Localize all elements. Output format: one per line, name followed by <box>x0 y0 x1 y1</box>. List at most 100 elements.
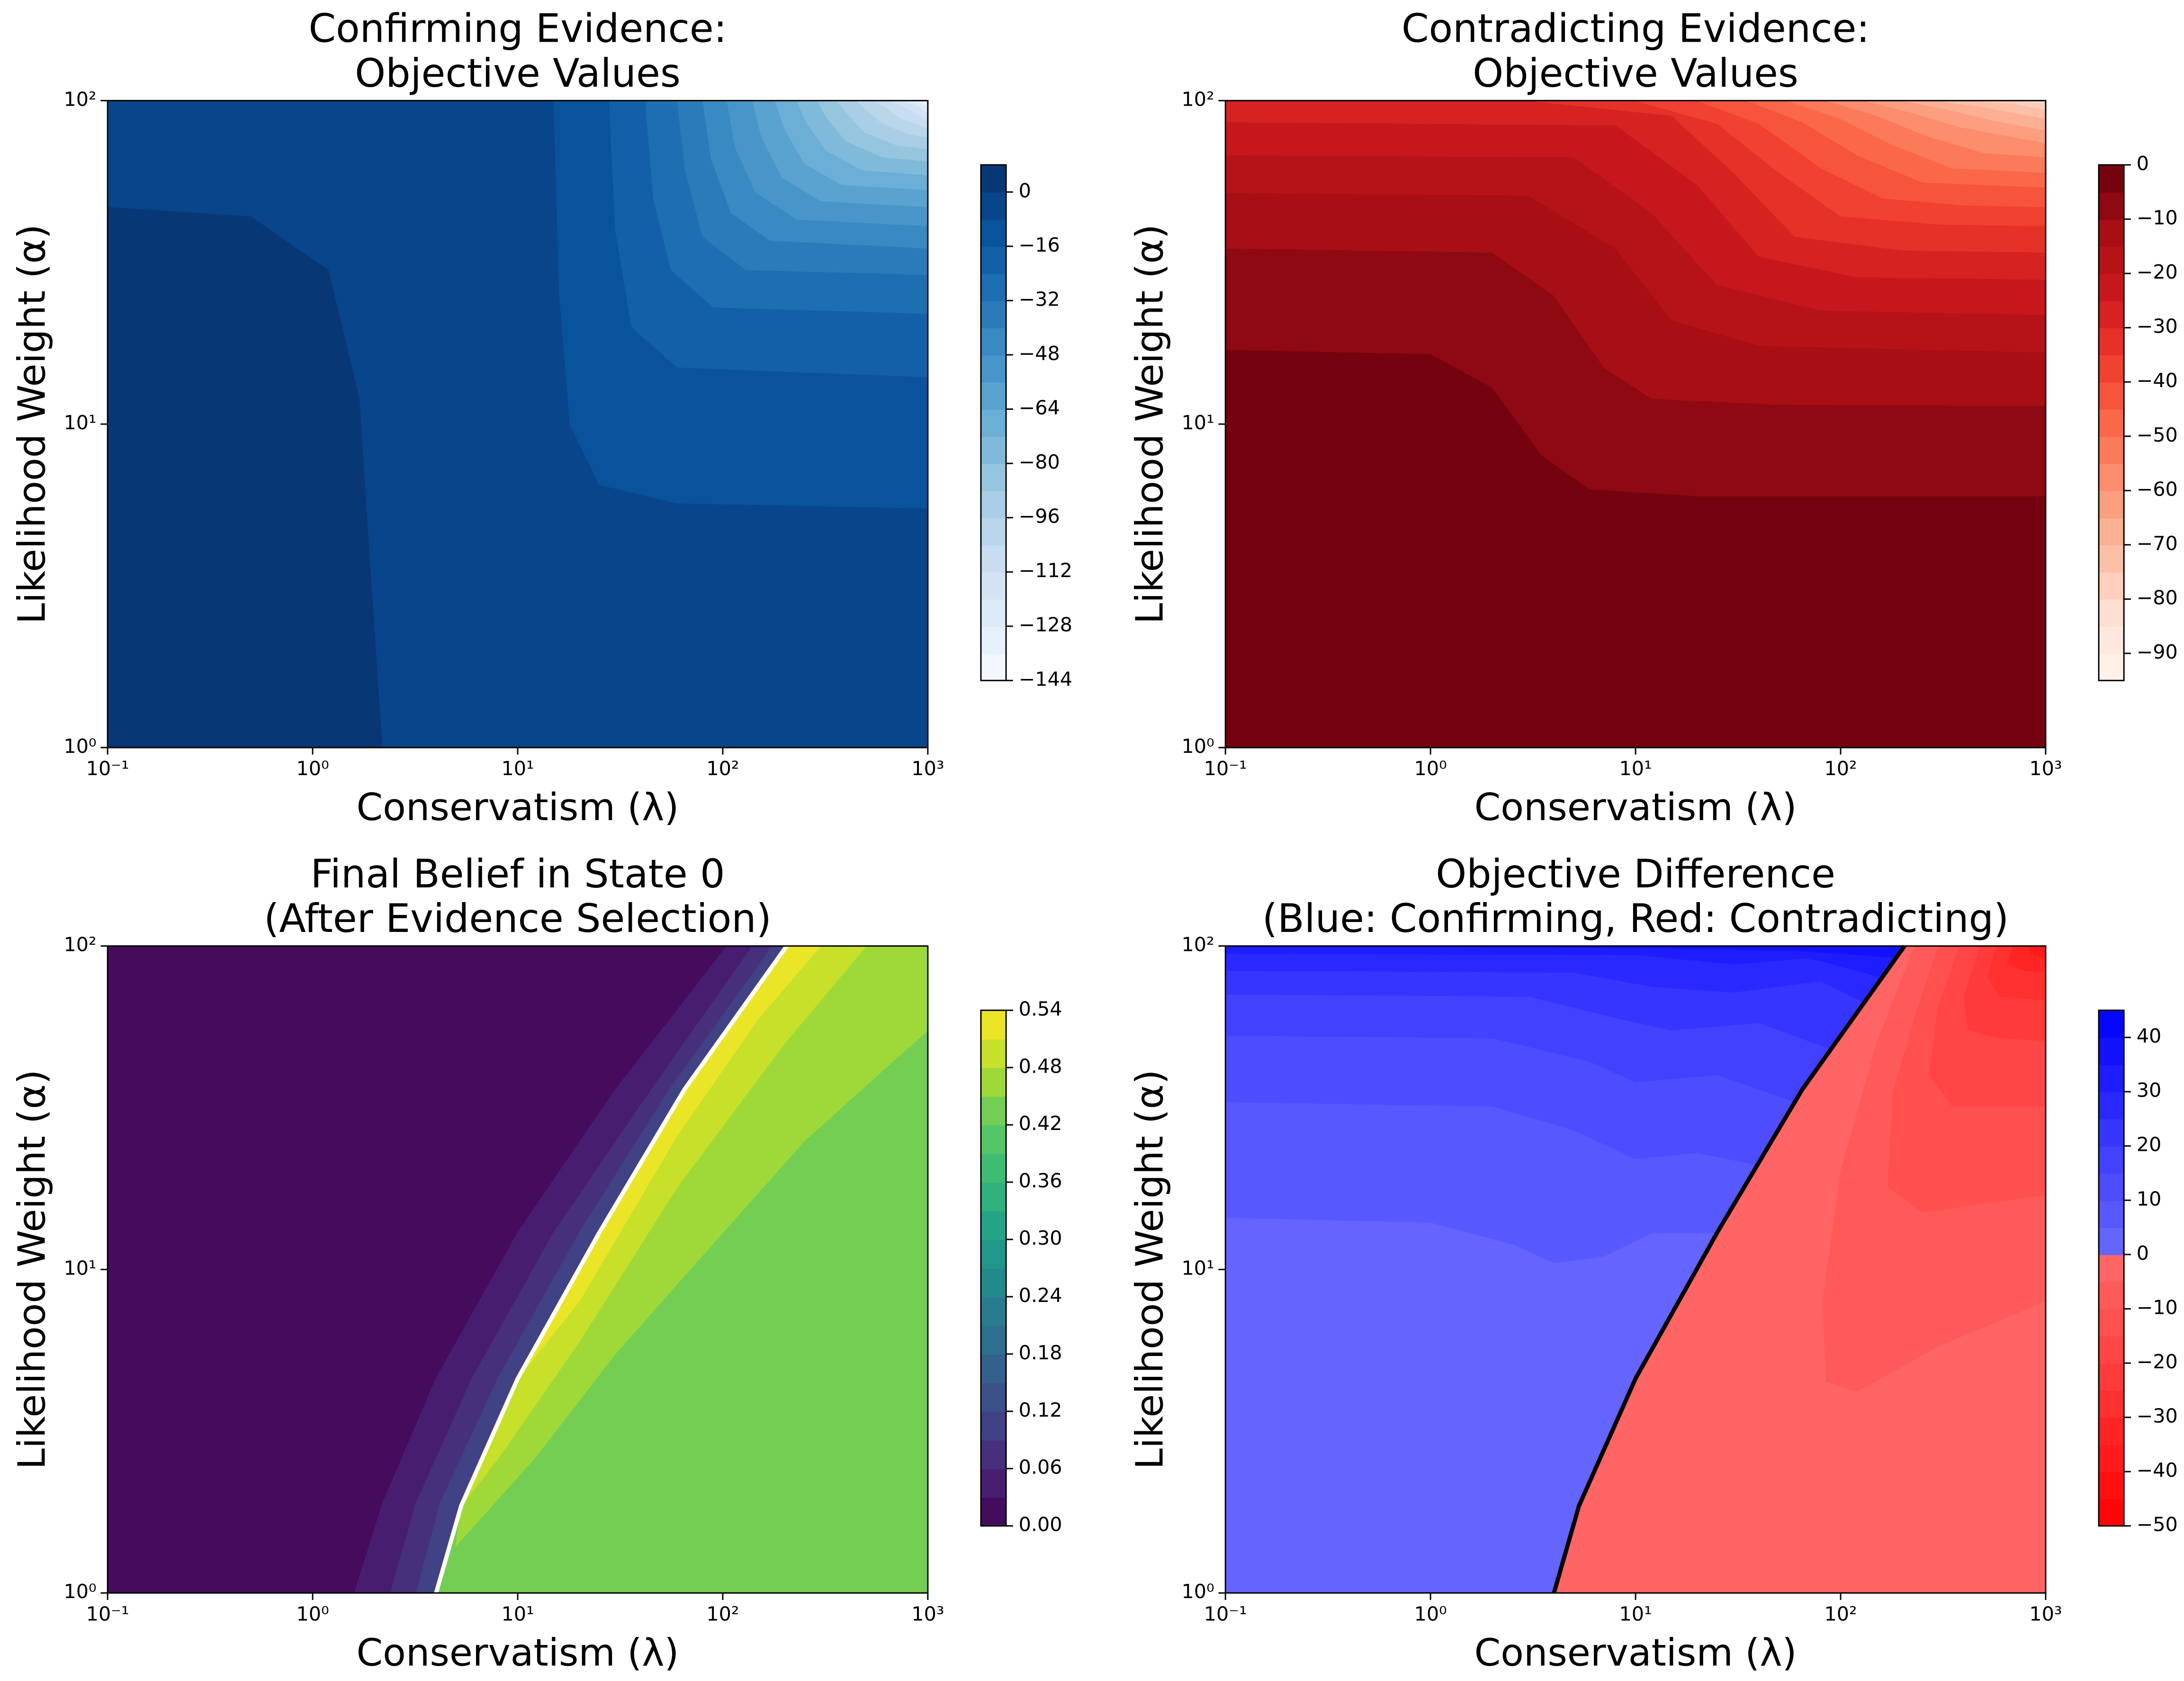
colorbar-band <box>980 273 1007 301</box>
colorbar-band <box>980 192 1007 220</box>
colorbar-tick-label: −10 <box>2137 207 2178 229</box>
colorbar-band <box>980 1411 1007 1441</box>
colorbar-band <box>2099 653 2124 681</box>
colorbar-tick-label: −30 <box>2137 1405 2178 1428</box>
chart-title: Objective Values <box>355 51 681 96</box>
chart-title: Objective Values <box>1473 51 1798 96</box>
colorbar-band <box>980 300 1007 328</box>
colorbar-band <box>2099 300 2124 328</box>
colorbar-band <box>980 1010 1007 1039</box>
colorbar-band <box>2099 1227 2124 1256</box>
colorbar-tick-label: −80 <box>1019 451 1060 473</box>
colorbar-tick-label: 0.42 <box>1019 1112 1062 1135</box>
y-tick-label: 10¹ <box>63 1256 96 1279</box>
colorbar-tick-label: 0 <box>2137 152 2149 175</box>
y-tick-label: 10² <box>63 933 96 956</box>
y-tick-label: 10¹ <box>63 411 96 434</box>
chart-title: (After Evidence Selection) <box>264 896 772 941</box>
x-tick-label: 10⁻¹ <box>1204 757 1247 780</box>
colorbar-tick-label: −10 <box>2137 1296 2178 1319</box>
colorbar-frame <box>980 164 1007 681</box>
colorbar-tick-label: 0.18 <box>1019 1341 1062 1364</box>
colorbar-band <box>980 626 1007 654</box>
x-tick-label: 10² <box>1824 757 1857 780</box>
colorbar-band <box>980 1440 1007 1469</box>
x-tick-label: 10¹ <box>1619 757 1652 780</box>
chart-title: Confirming Evidence: <box>308 6 727 51</box>
colorbar-band <box>2099 219 2124 247</box>
y-tick-label: 10¹ <box>1182 1256 1214 1279</box>
colorbar-tick-label: −50 <box>2137 1513 2178 1536</box>
colorbar-band <box>980 572 1007 600</box>
colorbar-band <box>2099 1444 2124 1473</box>
x-tick-label: 10⁻¹ <box>1204 1602 1247 1625</box>
colorbar-band <box>2099 436 2124 464</box>
colorbar-tick-label: −32 <box>1019 288 1060 310</box>
colorbar-band <box>980 599 1007 627</box>
colorbar-tick-label: 40 <box>2137 1025 2162 1048</box>
colorbar-band <box>2099 1200 2124 1228</box>
colorbar-band <box>980 1039 1007 1068</box>
colorbar-band <box>2099 246 2124 274</box>
chart-title: Final Belief in State 0 <box>310 851 725 897</box>
colorbar-tick-label: −80 <box>2137 586 2178 609</box>
colorbar-tick-label: 0 <box>2137 1242 2149 1265</box>
colorbar-band <box>2099 1092 2124 1120</box>
colorbar-band <box>980 1211 1007 1240</box>
colorbar-tick-label: −90 <box>2137 641 2178 663</box>
colorbar-band <box>980 165 1007 193</box>
x-tick-label: 10¹ <box>501 1602 534 1625</box>
colorbar-tick-label: −40 <box>2137 1459 2178 1482</box>
colorbar-band <box>2099 1336 2124 1364</box>
colorbar-tick-label: −64 <box>1019 397 1060 419</box>
colorbar-band <box>980 1468 1007 1498</box>
colorbar-band <box>980 1354 1007 1383</box>
colorbar-band <box>2099 1417 2124 1445</box>
colorbar-band <box>980 327 1007 356</box>
colorbar-tick-label: 0 <box>1019 179 1031 202</box>
x-tick-label: 10¹ <box>501 757 534 780</box>
colorbar-tick-label: 0.36 <box>1019 1169 1062 1192</box>
colorbar-band <box>980 544 1007 573</box>
colorbar-band <box>2099 599 2124 627</box>
colorbar-band <box>980 354 1007 383</box>
colorbar-band <box>2099 490 2124 518</box>
x-tick-label: 10⁻¹ <box>86 1602 129 1625</box>
colorbar-tick-label: −50 <box>2137 424 2178 446</box>
colorbar-tick-label: 30 <box>2137 1079 2162 1102</box>
colorbar-tick-label: 0.12 <box>1019 1399 1062 1421</box>
colorbar-band <box>980 1325 1007 1355</box>
colorbar-band <box>2099 544 2124 573</box>
colorbar-tick-label: −20 <box>2137 1350 2178 1373</box>
colorbar-band <box>2099 1363 2124 1391</box>
colorbar-band <box>980 409 1007 437</box>
y-axis-label: Likelihood Weight (α) <box>9 224 54 624</box>
colorbar-frame <box>2098 1009 2125 1527</box>
colorbar-band <box>2099 1037 2124 1066</box>
colorbar-band <box>980 436 1007 464</box>
x-tick-label: 10² <box>706 1602 739 1625</box>
x-tick-label: 10³ <box>2029 757 2062 780</box>
colorbar-band <box>2099 1173 2124 1201</box>
y-axis-label: Likelihood Weight (α) <box>1127 224 1171 624</box>
x-tick-label: 10⁻¹ <box>86 757 129 780</box>
colorbar-band <box>2099 327 2124 356</box>
y-tick-label: 10⁰ <box>63 735 96 758</box>
colorbar-band <box>980 1383 1007 1412</box>
colorbar-tick-label: −20 <box>2137 261 2178 283</box>
colorbar-band <box>980 1182 1007 1211</box>
contour-line <box>1552 945 1906 1594</box>
colorbar-band <box>2099 463 2124 491</box>
x-tick-label: 10⁰ <box>1414 757 1447 780</box>
y-axis-label: Likelihood Weight (α) <box>9 1069 54 1469</box>
colorbar-tick-label: −40 <box>2137 369 2178 392</box>
x-axis-label: Conservatism (λ) <box>1474 1631 1797 1675</box>
chart-title: Contradicting Evidence: <box>1402 6 1869 51</box>
colorbar-band <box>980 1296 1007 1326</box>
colorbar-band <box>2099 1254 2124 1283</box>
x-axis-label: Conservatism (λ) <box>357 785 679 829</box>
colorbar-band <box>980 246 1007 274</box>
colorbar-tick-label: 0.30 <box>1019 1227 1062 1249</box>
colorbar-band <box>980 1239 1007 1269</box>
